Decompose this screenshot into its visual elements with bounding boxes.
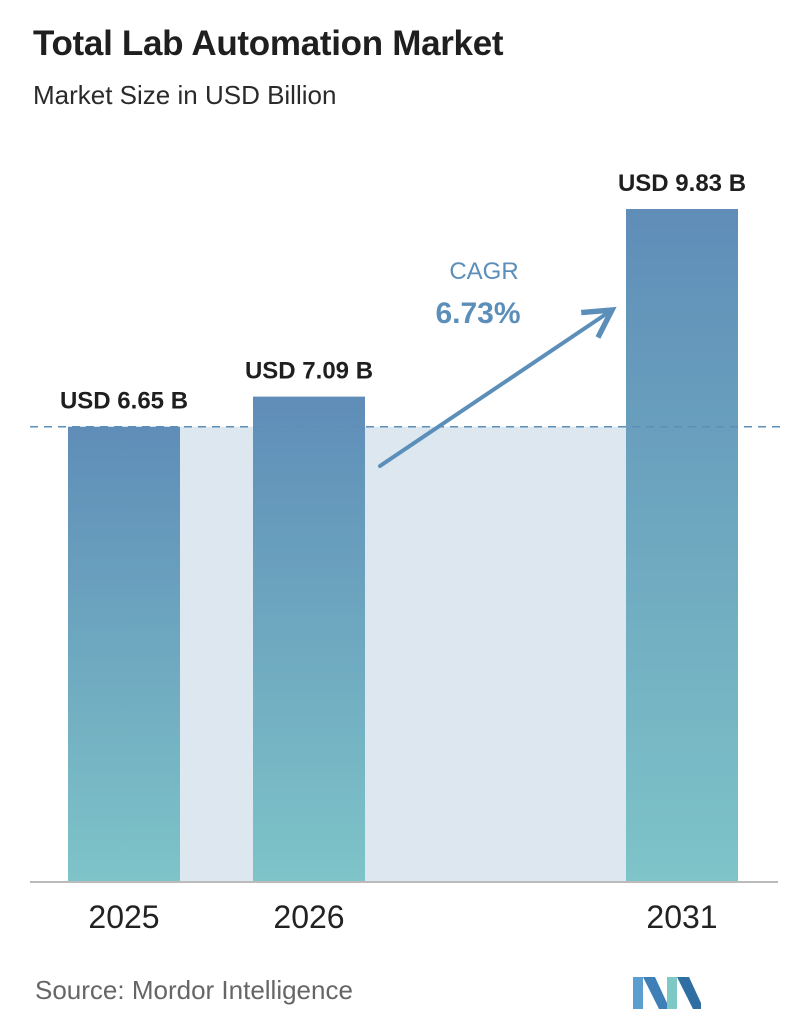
x-tick-label-2026: 2026 xyxy=(273,899,344,935)
source-text: Source: Mordor Intelligence xyxy=(35,975,353,1005)
data-label-2031: USD 9.83 B xyxy=(618,170,746,197)
data-label-2025: USD 6.65 B xyxy=(60,388,188,415)
bar-chart: USD 6.65 B 2025 USD 7.09 B 2026 USD 9.83 B 20… xyxy=(30,170,780,935)
data-label-2026: USD 7.09 B xyxy=(245,358,373,385)
x-tick-label-2031: 2031 xyxy=(646,899,717,935)
chart-title: Total Lab Automation Market xyxy=(33,24,504,63)
cagr-label: CAGR xyxy=(449,258,518,285)
bar-2031 xyxy=(626,209,738,882)
chart-subtitle: Market Size in USD Billion xyxy=(33,80,337,110)
cagr-arrow-icon xyxy=(378,306,617,468)
mordor-intelligence-logo-icon xyxy=(633,977,701,1009)
bar-2025 xyxy=(68,426,180,882)
bar-2026 xyxy=(253,396,365,882)
x-tick-label-2025: 2025 xyxy=(88,899,159,935)
cagr-value: 6.73% xyxy=(435,297,520,330)
